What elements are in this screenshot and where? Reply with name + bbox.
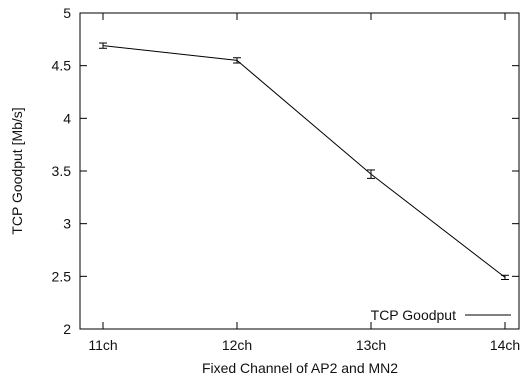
x-tick-label: 14ch (490, 337, 520, 353)
plot-frame (79, 12, 520, 330)
series-line-0 (102, 45, 506, 278)
legend-label: TCP Goodput (371, 307, 456, 323)
legend: TCP Goodput (371, 307, 511, 323)
y-axis-label: TCP Goodput [Mb/s] (9, 107, 25, 234)
series-layer (99, 42, 509, 280)
data-point-error-bar (99, 42, 107, 49)
x-tick-label: 11ch (88, 337, 117, 353)
y-tick-label: 3.5 (52, 163, 72, 179)
x-tick-label: 12ch (222, 337, 252, 353)
y-tick-label: 4.5 (52, 58, 72, 74)
y-tick-label: 5 (63, 5, 71, 21)
y-tick-label: 2 (63, 321, 71, 337)
y-tick-label: 3 (63, 216, 71, 232)
x-axis-ticks: 11ch 12ch 13ch 14ch (88, 13, 520, 353)
y-axis-ticks: 2 2.5 3 3.5 4 4.5 5 (52, 5, 519, 337)
data-point-error-bar (367, 169, 375, 179)
x-tick-label: 13ch (356, 337, 386, 353)
data-point-error-bar (233, 57, 241, 64)
x-axis-label: Fixed Channel of AP2 and MN2 (202, 360, 398, 376)
y-tick-label: 2.5 (52, 268, 72, 284)
y-tick-label: 4 (63, 110, 71, 126)
data-point-error-bar (501, 274, 509, 280)
